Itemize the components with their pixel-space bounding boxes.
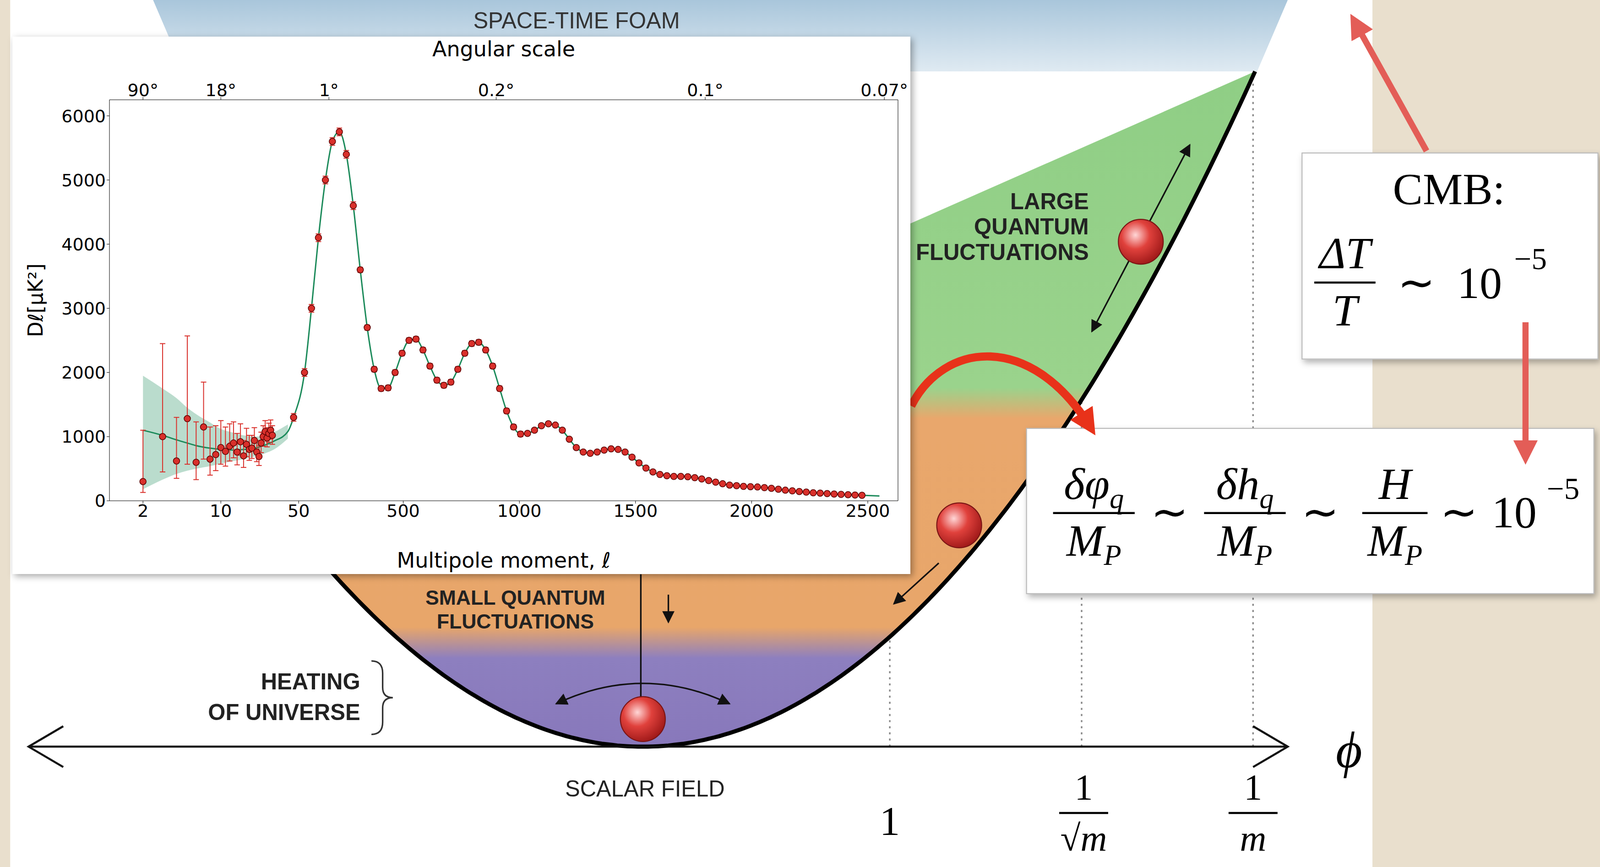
svg-text:T: T [1332, 285, 1361, 336]
svg-text:FLUCTUATIONS: FLUCTUATIONS [436, 610, 594, 633]
svg-text:SMALL QUANTUM: SMALL QUANTUM [425, 586, 606, 610]
svg-text:3000: 3000 [61, 298, 106, 319]
svg-text:90°: 90° [127, 80, 159, 101]
svg-text:δφq: δφq [1063, 459, 1124, 515]
svg-text:MP: MP [1216, 516, 1273, 572]
svg-text:SCALAR FIELD: SCALAR FIELD [565, 776, 725, 802]
svg-text:Multipole moment, ℓ: Multipole moment, ℓ [397, 548, 611, 573]
svg-text:LARGE: LARGE [1010, 189, 1089, 214]
svg-text:4000: 4000 [61, 234, 106, 255]
svg-text:1: 1 [879, 798, 901, 844]
svg-text:1500: 1500 [613, 500, 658, 522]
svg-text:2: 2 [137, 500, 149, 522]
svg-text:50: 50 [287, 500, 310, 522]
svg-text:∼: ∼ [1440, 487, 1478, 538]
svg-text:−5: −5 [1546, 471, 1580, 506]
svg-text:2500: 2500 [845, 500, 891, 522]
svg-text:∼: ∼ [1397, 258, 1436, 308]
svg-text:1000: 1000 [61, 426, 106, 447]
svg-text:1: 1 [1243, 767, 1263, 808]
svg-text:SPACE-TIME FOAM: SPACE-TIME FOAM [473, 8, 680, 33]
svg-text:QUANTUM: QUANTUM [974, 214, 1089, 240]
svg-text:6000: 6000 [61, 106, 106, 127]
svg-text:ϕ: ϕ [1335, 722, 1363, 779]
svg-text:500: 500 [386, 500, 420, 522]
svg-text:2000: 2000 [61, 362, 106, 383]
svg-text:∼: ∼ [1301, 487, 1339, 538]
svg-text:∼: ∼ [1150, 487, 1189, 538]
svg-text:18°: 18° [205, 80, 237, 101]
svg-text:10: 10 [1491, 487, 1537, 538]
svg-text:MP: MP [1366, 516, 1423, 572]
svg-text:MP: MP [1065, 516, 1122, 572]
svg-text:10: 10 [1457, 258, 1503, 308]
svg-text:Dℓ[μK²]: Dℓ[μK²] [23, 263, 48, 338]
svg-text:−5: −5 [1514, 241, 1547, 276]
svg-text:0.1°: 0.1° [686, 80, 724, 101]
svg-text:5000: 5000 [61, 170, 106, 191]
svg-text:δhq: δhq [1216, 459, 1274, 515]
svg-text:CMB:: CMB: [1393, 164, 1506, 214]
svg-text:HEATING: HEATING [261, 669, 361, 695]
svg-text:OF UNIVERSE: OF UNIVERSE [207, 700, 360, 725]
svg-text:Angular scale: Angular scale [432, 36, 576, 62]
svg-text:m: m [1239, 818, 1267, 859]
svg-text:√m: √m [1060, 818, 1107, 859]
svg-text:ΔT: ΔT [1317, 228, 1374, 278]
svg-text:0.07°: 0.07° [860, 80, 909, 101]
svg-text:FLUCTUATIONS: FLUCTUATIONS [915, 239, 1089, 265]
svg-text:0: 0 [94, 490, 106, 512]
svg-text:10: 10 [209, 500, 232, 522]
svg-text:0.2°: 0.2° [478, 80, 515, 101]
svg-text:1°: 1° [319, 80, 339, 101]
svg-text:2000: 2000 [729, 500, 774, 522]
svg-text:1: 1 [1074, 767, 1093, 808]
svg-text:1000: 1000 [497, 500, 542, 522]
svg-text:H: H [1377, 459, 1414, 509]
